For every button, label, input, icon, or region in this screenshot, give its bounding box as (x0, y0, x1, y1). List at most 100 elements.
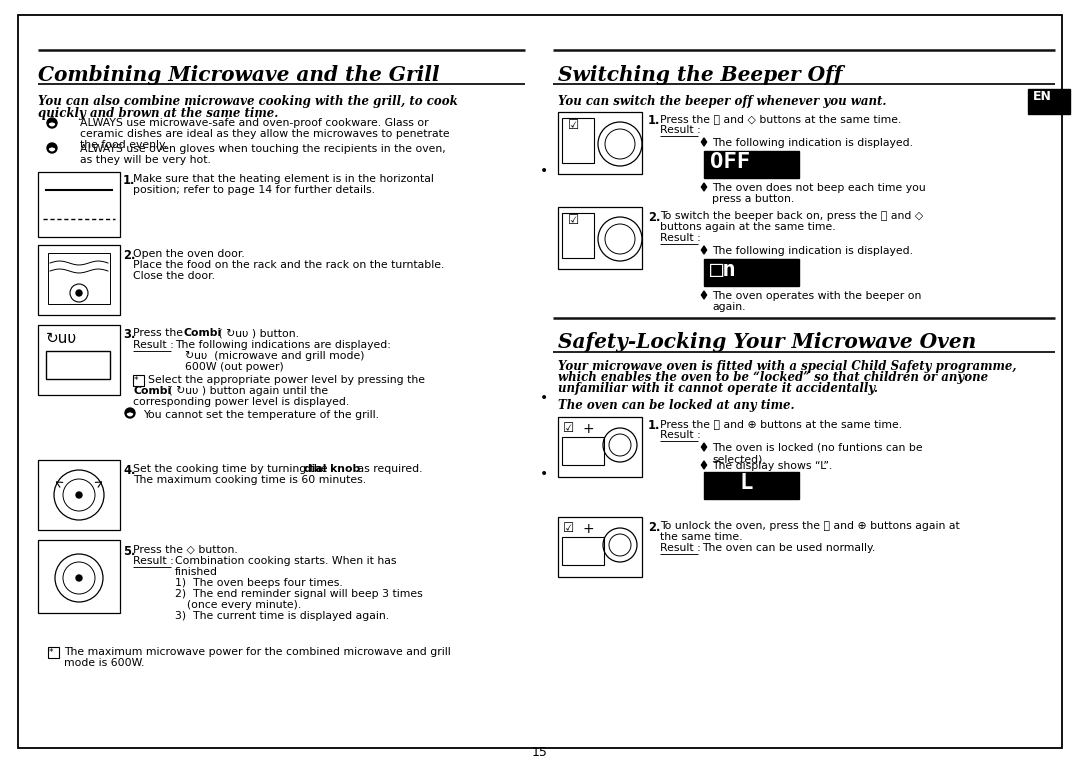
Bar (704, 151, 799, 178)
Text: The display shows “L”.: The display shows “L”. (712, 461, 833, 471)
Text: 5.: 5. (123, 545, 135, 558)
Text: Result :: Result : (660, 430, 701, 440)
Polygon shape (701, 138, 706, 146)
Polygon shape (701, 183, 706, 191)
Text: ( ↻uυ ) button again until the: ( ↻uυ ) button again until the (165, 386, 328, 396)
Bar (38, 540, 120, 613)
Bar (562, 537, 604, 565)
Text: ☑: ☑ (563, 522, 575, 535)
Polygon shape (701, 291, 706, 299)
Text: Press the: Press the (133, 328, 187, 338)
Circle shape (125, 408, 135, 418)
Text: OFF: OFF (710, 152, 751, 172)
Text: You can also combine microwave cooking with the grill, to cook: You can also combine microwave cooking w… (38, 95, 458, 108)
Polygon shape (701, 461, 706, 469)
Text: Result :: Result : (660, 543, 701, 553)
Text: Combi: Combi (183, 328, 221, 338)
Text: The maximum microwave power for the combined microwave and grill: The maximum microwave power for the comb… (64, 647, 450, 657)
Wedge shape (50, 123, 55, 126)
Text: Open the oven door.: Open the oven door. (133, 249, 245, 259)
Text: The oven operates with the beeper on: The oven operates with the beeper on (712, 291, 921, 301)
Text: as required.: as required. (354, 464, 422, 474)
Bar (48, 647, 59, 658)
Wedge shape (127, 413, 133, 416)
Text: The following indications are displayed:: The following indications are displayed: (175, 340, 391, 350)
Text: Result :: Result : (133, 340, 174, 350)
Text: Press the ◇ button.: Press the ◇ button. (133, 545, 238, 555)
Text: ( ↻uυ ) button.: ( ↻uυ ) button. (215, 328, 299, 338)
Text: L: L (740, 473, 754, 493)
Polygon shape (701, 246, 706, 254)
Text: dial knob: dial knob (303, 464, 361, 474)
Text: which enables the oven to be “locked” so that children or anyone: which enables the oven to be “locked” so… (558, 371, 988, 384)
Text: quickly and brown at the same time.: quickly and brown at the same time. (38, 107, 279, 120)
Text: The oven can be locked at any time.: The oven can be locked at any time. (558, 399, 795, 412)
Text: Result :: Result : (660, 125, 701, 135)
Text: 1.: 1. (123, 174, 135, 187)
Bar (704, 472, 799, 499)
Text: To unlock the oven, press the Ⓣ and ⊕ buttons again at: To unlock the oven, press the Ⓣ and ⊕ bu… (660, 521, 960, 531)
Circle shape (76, 290, 82, 296)
Text: ceramic dishes are ideal as they allow the microwaves to penetrate: ceramic dishes are ideal as they allow t… (80, 129, 449, 139)
Text: 2.: 2. (123, 249, 135, 262)
Text: mode is 600W.: mode is 600W. (64, 658, 145, 668)
Text: (once every minute).: (once every minute). (187, 600, 301, 610)
Text: 2.: 2. (648, 521, 660, 534)
Text: Press the Ⓣ and ◇ buttons at the same time.: Press the Ⓣ and ◇ buttons at the same ti… (660, 114, 902, 124)
Bar (704, 259, 799, 286)
Text: +: + (583, 422, 595, 436)
Text: as they will be very hot.: as they will be very hot. (80, 155, 211, 165)
Text: □n: □n (710, 260, 737, 280)
Text: 2.: 2. (648, 211, 660, 224)
Bar (558, 517, 642, 577)
Circle shape (76, 492, 82, 498)
Bar (48, 253, 110, 304)
Text: finished: finished (175, 567, 218, 577)
Text: 3.: 3. (123, 328, 135, 341)
Text: Close the door.: Close the door. (133, 271, 215, 281)
Text: 4.: 4. (123, 464, 135, 477)
Text: ↻uυ: ↻uυ (46, 331, 78, 346)
Text: 2)  The end reminder signal will beep 3 times: 2) The end reminder signal will beep 3 t… (175, 589, 422, 599)
Text: 3)  The current time is displayed again.: 3) The current time is displayed again. (175, 611, 389, 621)
Bar (1028, 89, 1070, 114)
Text: Result :: Result : (133, 556, 174, 566)
Text: again.: again. (712, 302, 745, 312)
Bar (46, 351, 110, 379)
Text: ☑: ☑ (568, 214, 579, 227)
Text: EN: EN (1032, 90, 1052, 103)
Bar (38, 460, 120, 530)
Text: •: • (540, 467, 549, 481)
Text: 15: 15 (532, 746, 548, 759)
Text: *: * (134, 376, 138, 385)
Text: ☑: ☑ (568, 119, 579, 132)
Text: 1.: 1. (648, 114, 660, 127)
Bar (558, 112, 642, 174)
Wedge shape (50, 148, 55, 151)
Circle shape (76, 575, 82, 581)
Bar (562, 437, 604, 465)
Text: ☑: ☑ (563, 422, 575, 435)
Text: Result :: Result : (660, 233, 701, 243)
Text: You can switch the beeper off whenever you want.: You can switch the beeper off whenever y… (558, 95, 887, 108)
Text: To switch the beeper back on, press the Ⓣ and ◇: To switch the beeper back on, press the … (660, 211, 923, 221)
Bar (562, 213, 594, 258)
Text: ALWAYS use oven gloves when touching the recipients in the oven,: ALWAYS use oven gloves when touching the… (80, 144, 446, 154)
Circle shape (48, 118, 57, 128)
Text: 1)  The oven beeps four times.: 1) The oven beeps four times. (175, 578, 342, 588)
Text: Safety-Locking Your Microwave Oven: Safety-Locking Your Microwave Oven (558, 332, 976, 352)
Text: Combination cooking starts. When it has: Combination cooking starts. When it has (175, 556, 396, 566)
Text: 600W (out power): 600W (out power) (185, 362, 284, 372)
Text: the food evenly.: the food evenly. (80, 140, 167, 150)
Bar (38, 325, 120, 395)
Text: *: * (49, 648, 54, 657)
Text: Combining Microwave and the Grill: Combining Microwave and the Grill (38, 65, 440, 85)
Text: •: • (540, 164, 549, 178)
Text: You cannot set the temperature of the grill.: You cannot set the temperature of the gr… (143, 410, 379, 420)
Text: ↻uυ  (microwave and grill mode): ↻uυ (microwave and grill mode) (185, 351, 365, 361)
Text: Make sure that the heating element is in the horizontal: Make sure that the heating element is in… (133, 174, 434, 184)
Text: ALWAYS use microwave-safe and oven-proof cookware. Glass or: ALWAYS use microwave-safe and oven-proof… (80, 118, 429, 128)
Bar (562, 118, 594, 163)
Text: Place the food on the rack and the rack on the turntable.: Place the food on the rack and the rack … (133, 260, 444, 270)
Text: Switching the Beeper Off: Switching the Beeper Off (558, 65, 842, 85)
